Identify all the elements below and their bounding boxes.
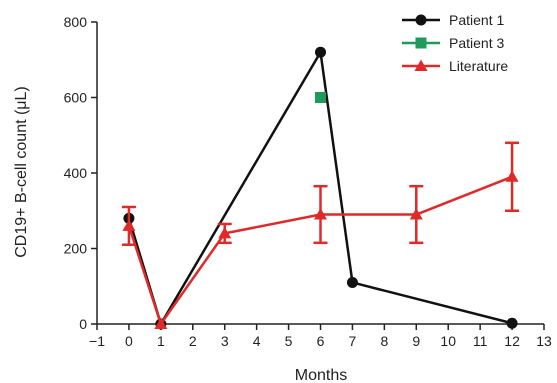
y-tick-label: 800 [64,14,88,30]
legend: Patient 1 Patient 3 Literature [402,12,508,74]
data-point-patient-1 [315,46,326,58]
legend-item-patient-3: Patient 3 [402,35,504,51]
y-tick-label: 200 [64,241,88,257]
data-point-literature [314,208,327,220]
series-literature [121,141,520,329]
x-axis-label: Months [295,367,347,383]
y-axis-label: CD19+ B-cell count (μL) [13,86,30,258]
x-tick-label: 10 [440,333,456,349]
x-tick-label: 9 [412,333,420,349]
legend-label: Literature [449,58,508,74]
legend-item-patient-1: Patient 1 [402,12,504,28]
data-point-literature [154,317,168,329]
x-tick-label: 8 [380,333,388,349]
data-point-literature [218,226,232,239]
x-tick-label: 5 [285,333,293,349]
x-tick-label: −1 [89,333,105,349]
series-patient-3 [315,92,326,103]
legend-marker [414,59,428,71]
data-point-literature [122,219,136,231]
x-tick-label: 11 [473,333,488,349]
y-tick-label: 400 [64,165,88,181]
x-tick-label: 0 [125,333,133,349]
x-tick-label: 12 [504,333,520,349]
y-tick-label: 600 [64,90,88,106]
legend-item-literature: Literature [402,58,508,74]
legend-label: Patient 1 [449,12,504,28]
x-ticks: −1 0 1 2 3 4 5 6 7 8 9 10 11 12 13 [89,324,552,349]
x-tick-label: 6 [317,333,325,349]
x-tick-label: 4 [253,333,261,349]
series-line-literature [127,175,513,326]
x-tick-label: 1 [157,333,165,349]
data-point-literature [505,170,519,182]
legend-marker [415,14,427,26]
data-point-literature [409,208,423,220]
x-tick-label: 7 [349,333,357,349]
plot-area [121,46,520,330]
legend-marker [415,37,427,49]
y-ticks: 0 200 400 600 800 [64,14,97,332]
x-tick-label: 3 [221,333,229,349]
data-point-patient-1 [506,317,518,329]
x-tick-label: 2 [189,333,197,349]
legend-label: Patient 3 [449,35,504,51]
data-point-patient-1 [346,276,358,288]
y-tick-label: 0 [79,316,87,332]
x-tick-label: 13 [536,333,552,349]
data-point-patient-3 [315,92,326,103]
